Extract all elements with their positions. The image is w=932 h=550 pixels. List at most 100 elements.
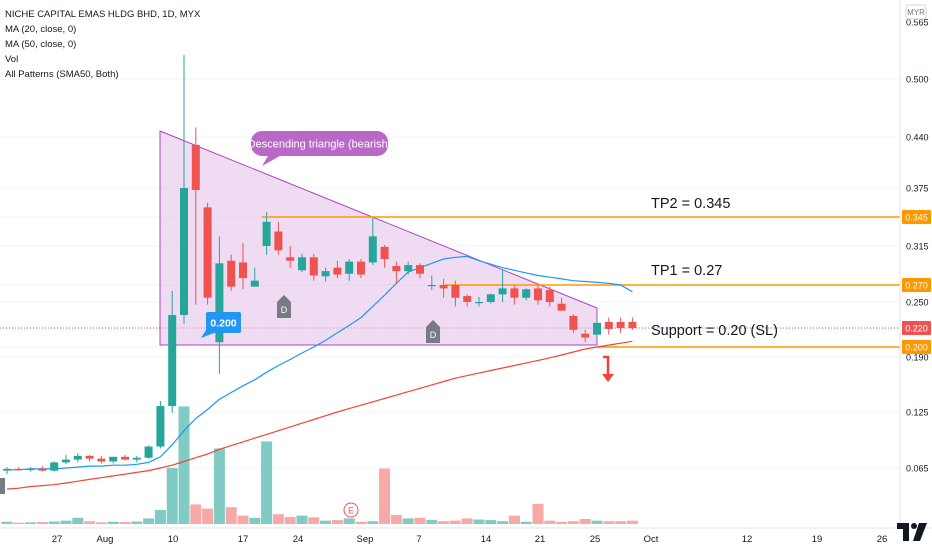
volume-bar bbox=[367, 521, 379, 524]
volume-bar bbox=[508, 515, 520, 524]
time-tick: 14 bbox=[481, 534, 492, 545]
volume-bar bbox=[461, 518, 473, 524]
volume-bar bbox=[615, 521, 627, 524]
candle-body bbox=[593, 322, 601, 335]
volume-bar bbox=[532, 503, 544, 524]
volume-bar bbox=[449, 520, 461, 524]
price-tick: 0.375 bbox=[906, 184, 929, 194]
candle-body bbox=[180, 188, 188, 315]
time-axis[interactable]: 27 Aug 10 17 24 Sep 7 14 21 25 Oct 12 19 26 bbox=[0, 527, 932, 545]
candle-body bbox=[121, 456, 129, 460]
candle-body bbox=[321, 271, 330, 277]
price-tag-text: 0.345 bbox=[905, 213, 928, 223]
price-tick: 0.440 bbox=[906, 133, 929, 143]
price-tick: 0.500 bbox=[906, 75, 929, 85]
volume-bar bbox=[95, 522, 107, 524]
price-tick: 0.315 bbox=[906, 242, 929, 252]
low-label-box bbox=[206, 312, 241, 333]
candle-body bbox=[109, 456, 118, 462]
volume-bar bbox=[603, 521, 615, 524]
candle-body bbox=[545, 290, 554, 302]
time-tick: 25 bbox=[590, 534, 601, 545]
callout-bubble bbox=[251, 131, 388, 156]
candle-body bbox=[274, 231, 283, 251]
time-tick: 7 bbox=[416, 534, 421, 545]
price-tag bbox=[902, 321, 931, 335]
time-tick: Aug bbox=[97, 534, 114, 545]
price-tick: 0.065 bbox=[906, 464, 929, 474]
candle-body bbox=[132, 457, 141, 460]
volume-bar bbox=[485, 520, 497, 524]
price-tick: 0.250 bbox=[906, 298, 929, 308]
candle-body bbox=[427, 285, 436, 287]
support-label: Support = 0.20 (SL) bbox=[651, 323, 778, 339]
time-tick: 10 bbox=[168, 534, 179, 545]
volume-bar bbox=[107, 521, 119, 524]
volume-bar bbox=[13, 522, 25, 524]
volume-bar bbox=[284, 517, 296, 524]
candle-body bbox=[463, 296, 472, 302]
descending-triangle-pattern bbox=[159, 130, 598, 346]
candle-body bbox=[522, 289, 531, 298]
tradingview-logo-icon[interactable] bbox=[895, 515, 929, 545]
ma20-line bbox=[7, 255, 633, 471]
volume-bar bbox=[60, 520, 72, 524]
volume-bar bbox=[343, 518, 355, 524]
candle-body bbox=[451, 285, 460, 298]
volume-bar bbox=[402, 518, 414, 524]
ma20-legend[interactable]: MA (20, close, 0) bbox=[5, 24, 77, 35]
candle-body bbox=[73, 455, 82, 460]
pattern-d-label: D bbox=[281, 305, 288, 315]
volume-bar bbox=[591, 520, 603, 524]
down-arrow-icon bbox=[603, 355, 610, 375]
time-tick: 12 bbox=[742, 534, 753, 545]
tp2-label: TP2 = 0.345 bbox=[651, 196, 730, 212]
candle-body bbox=[357, 261, 365, 275]
candlesticks bbox=[3, 55, 637, 475]
volume-bar bbox=[84, 521, 96, 524]
candle-body bbox=[85, 455, 94, 459]
volume-bars bbox=[1, 406, 638, 524]
candle-body bbox=[616, 321, 625, 328]
volume-bar bbox=[190, 504, 202, 524]
candle-body bbox=[203, 207, 212, 298]
volume-bar bbox=[154, 510, 166, 524]
ma50-legend[interactable]: MA (50, close, 0) bbox=[5, 39, 77, 50]
candle-body bbox=[262, 221, 271, 246]
price-tag-text: 0.220 bbox=[905, 324, 928, 334]
time-tick: Oct bbox=[644, 534, 659, 545]
volume-bar bbox=[390, 515, 402, 524]
candle-body bbox=[486, 294, 495, 302]
currency-box bbox=[905, 4, 927, 20]
volume-bar bbox=[225, 507, 237, 524]
candle-body bbox=[333, 267, 342, 275]
candle-body bbox=[534, 288, 542, 301]
price-tag bbox=[902, 278, 931, 292]
candle-body bbox=[239, 262, 247, 279]
candle-body bbox=[38, 468, 47, 471]
vol-legend[interactable]: Vol bbox=[5, 54, 19, 65]
time-tick: Sep bbox=[357, 534, 374, 545]
time-tick: 17 bbox=[238, 534, 249, 545]
candle-body bbox=[26, 468, 35, 471]
earnings-label: E bbox=[348, 506, 354, 516]
candle-body bbox=[392, 265, 401, 272]
volume-bar bbox=[379, 468, 391, 524]
time-tick: 26 bbox=[877, 534, 888, 545]
candle-body bbox=[3, 468, 11, 471]
candle-body bbox=[50, 462, 59, 471]
symbol-title[interactable]: NICHE CAPITAL EMAS HLDG BHD, 1D, MYX bbox=[5, 9, 201, 20]
price-tick: 0.565 bbox=[906, 18, 929, 28]
volume-bar bbox=[556, 521, 568, 524]
patterns-legend[interactable]: All Patterns (SMA50, Both) bbox=[5, 69, 119, 80]
volume-bar bbox=[579, 518, 591, 524]
target-levels bbox=[262, 216, 900, 348]
volume-bar bbox=[331, 520, 343, 524]
annotations: Descending triangle (bearish) 0.200 D D E TP2… bbox=[0, 131, 778, 518]
volume-bar bbox=[272, 514, 284, 524]
candle-body bbox=[628, 321, 637, 328]
price-tag-text: 0.200 bbox=[905, 343, 928, 353]
candle-body bbox=[250, 280, 259, 287]
